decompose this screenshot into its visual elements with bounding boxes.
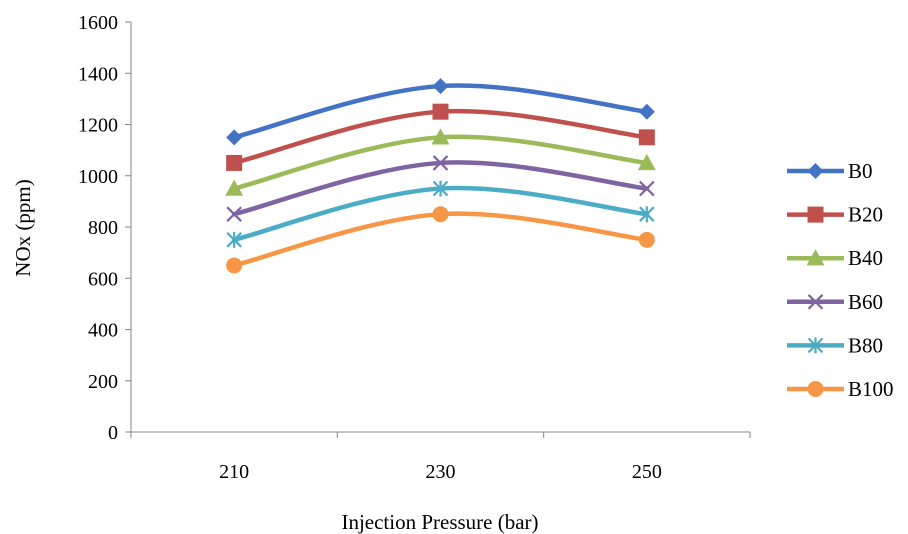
legend-marker: [807, 163, 824, 179]
data-point: [226, 257, 243, 274]
x-tick-label: 230: [426, 461, 456, 483]
legend-item: B20: [787, 203, 883, 227]
data-point: [432, 180, 449, 197]
data-point: [226, 154, 243, 171]
legend-marker: [807, 381, 824, 397]
legend-marker: [807, 337, 824, 354]
legend-item: B100: [787, 377, 894, 401]
x-tick-label: 210: [219, 461, 249, 483]
x-axis-title: Injection Pressure (bar): [341, 510, 538, 534]
x-axis-ticks: 210 230 250: [130, 432, 751, 483]
data-point: [639, 180, 655, 197]
y-tick-label: 600: [88, 268, 118, 290]
data-point: [638, 231, 655, 248]
y-tick-label: 1600: [78, 12, 118, 34]
data-point: [639, 206, 655, 223]
data-point: [432, 155, 449, 171]
series-b20: [226, 103, 655, 171]
y-axis-title: NOx (ppm): [11, 179, 35, 276]
legend-item: B60: [787, 290, 883, 314]
y-tick-label: 1200: [78, 115, 118, 137]
data-point: [226, 206, 242, 222]
y-tick-label: 400: [88, 320, 118, 342]
legend-label: B0: [848, 159, 873, 183]
y-tick-label: 0: [108, 422, 118, 444]
legend-item: B40: [787, 246, 883, 270]
data-point: [638, 129, 655, 146]
legend-marker: [807, 294, 824, 310]
data-point: [432, 206, 449, 223]
legend-label: B80: [848, 333, 883, 357]
legend-label: B40: [848, 246, 883, 270]
y-tick-label: 200: [88, 371, 118, 393]
legend-label: B100: [848, 377, 894, 401]
series-b80: [226, 180, 655, 248]
data-point: [431, 128, 450, 145]
legend-marker: [807, 206, 824, 223]
y-tick-label: 800: [88, 217, 118, 239]
data-point: [226, 129, 243, 146]
data-point: [432, 103, 449, 120]
y-tick-label: 1400: [78, 63, 118, 85]
data-point: [432, 78, 449, 95]
x-tick-label: 250: [632, 461, 662, 483]
data-point: [225, 179, 244, 196]
chart-series: [225, 78, 656, 274]
legend-label: B60: [848, 290, 883, 314]
legend-item: B0: [787, 159, 873, 183]
series-b0: [226, 78, 655, 146]
data-point: [638, 103, 655, 120]
data-point: [226, 231, 242, 248]
chart-legend: B0 B20 B40 B60 B80 B100: [787, 159, 894, 401]
y-tick-label: 1000: [78, 166, 118, 188]
series-b40: [225, 128, 656, 196]
legend-marker: [806, 249, 825, 266]
series-b60: [226, 155, 655, 222]
series-b100: [226, 206, 655, 274]
legend-label: B20: [848, 203, 883, 227]
legend-item: B80: [787, 333, 883, 357]
y-axis-ticks: 0 200 400 600 800 1000 1200 1400 1600: [78, 12, 131, 444]
data-point: [637, 153, 656, 171]
